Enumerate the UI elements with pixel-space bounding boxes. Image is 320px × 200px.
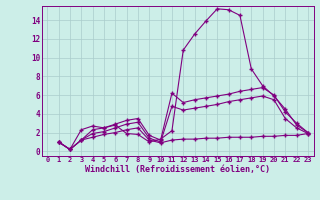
X-axis label: Windchill (Refroidissement éolien,°C): Windchill (Refroidissement éolien,°C) [85,165,270,174]
